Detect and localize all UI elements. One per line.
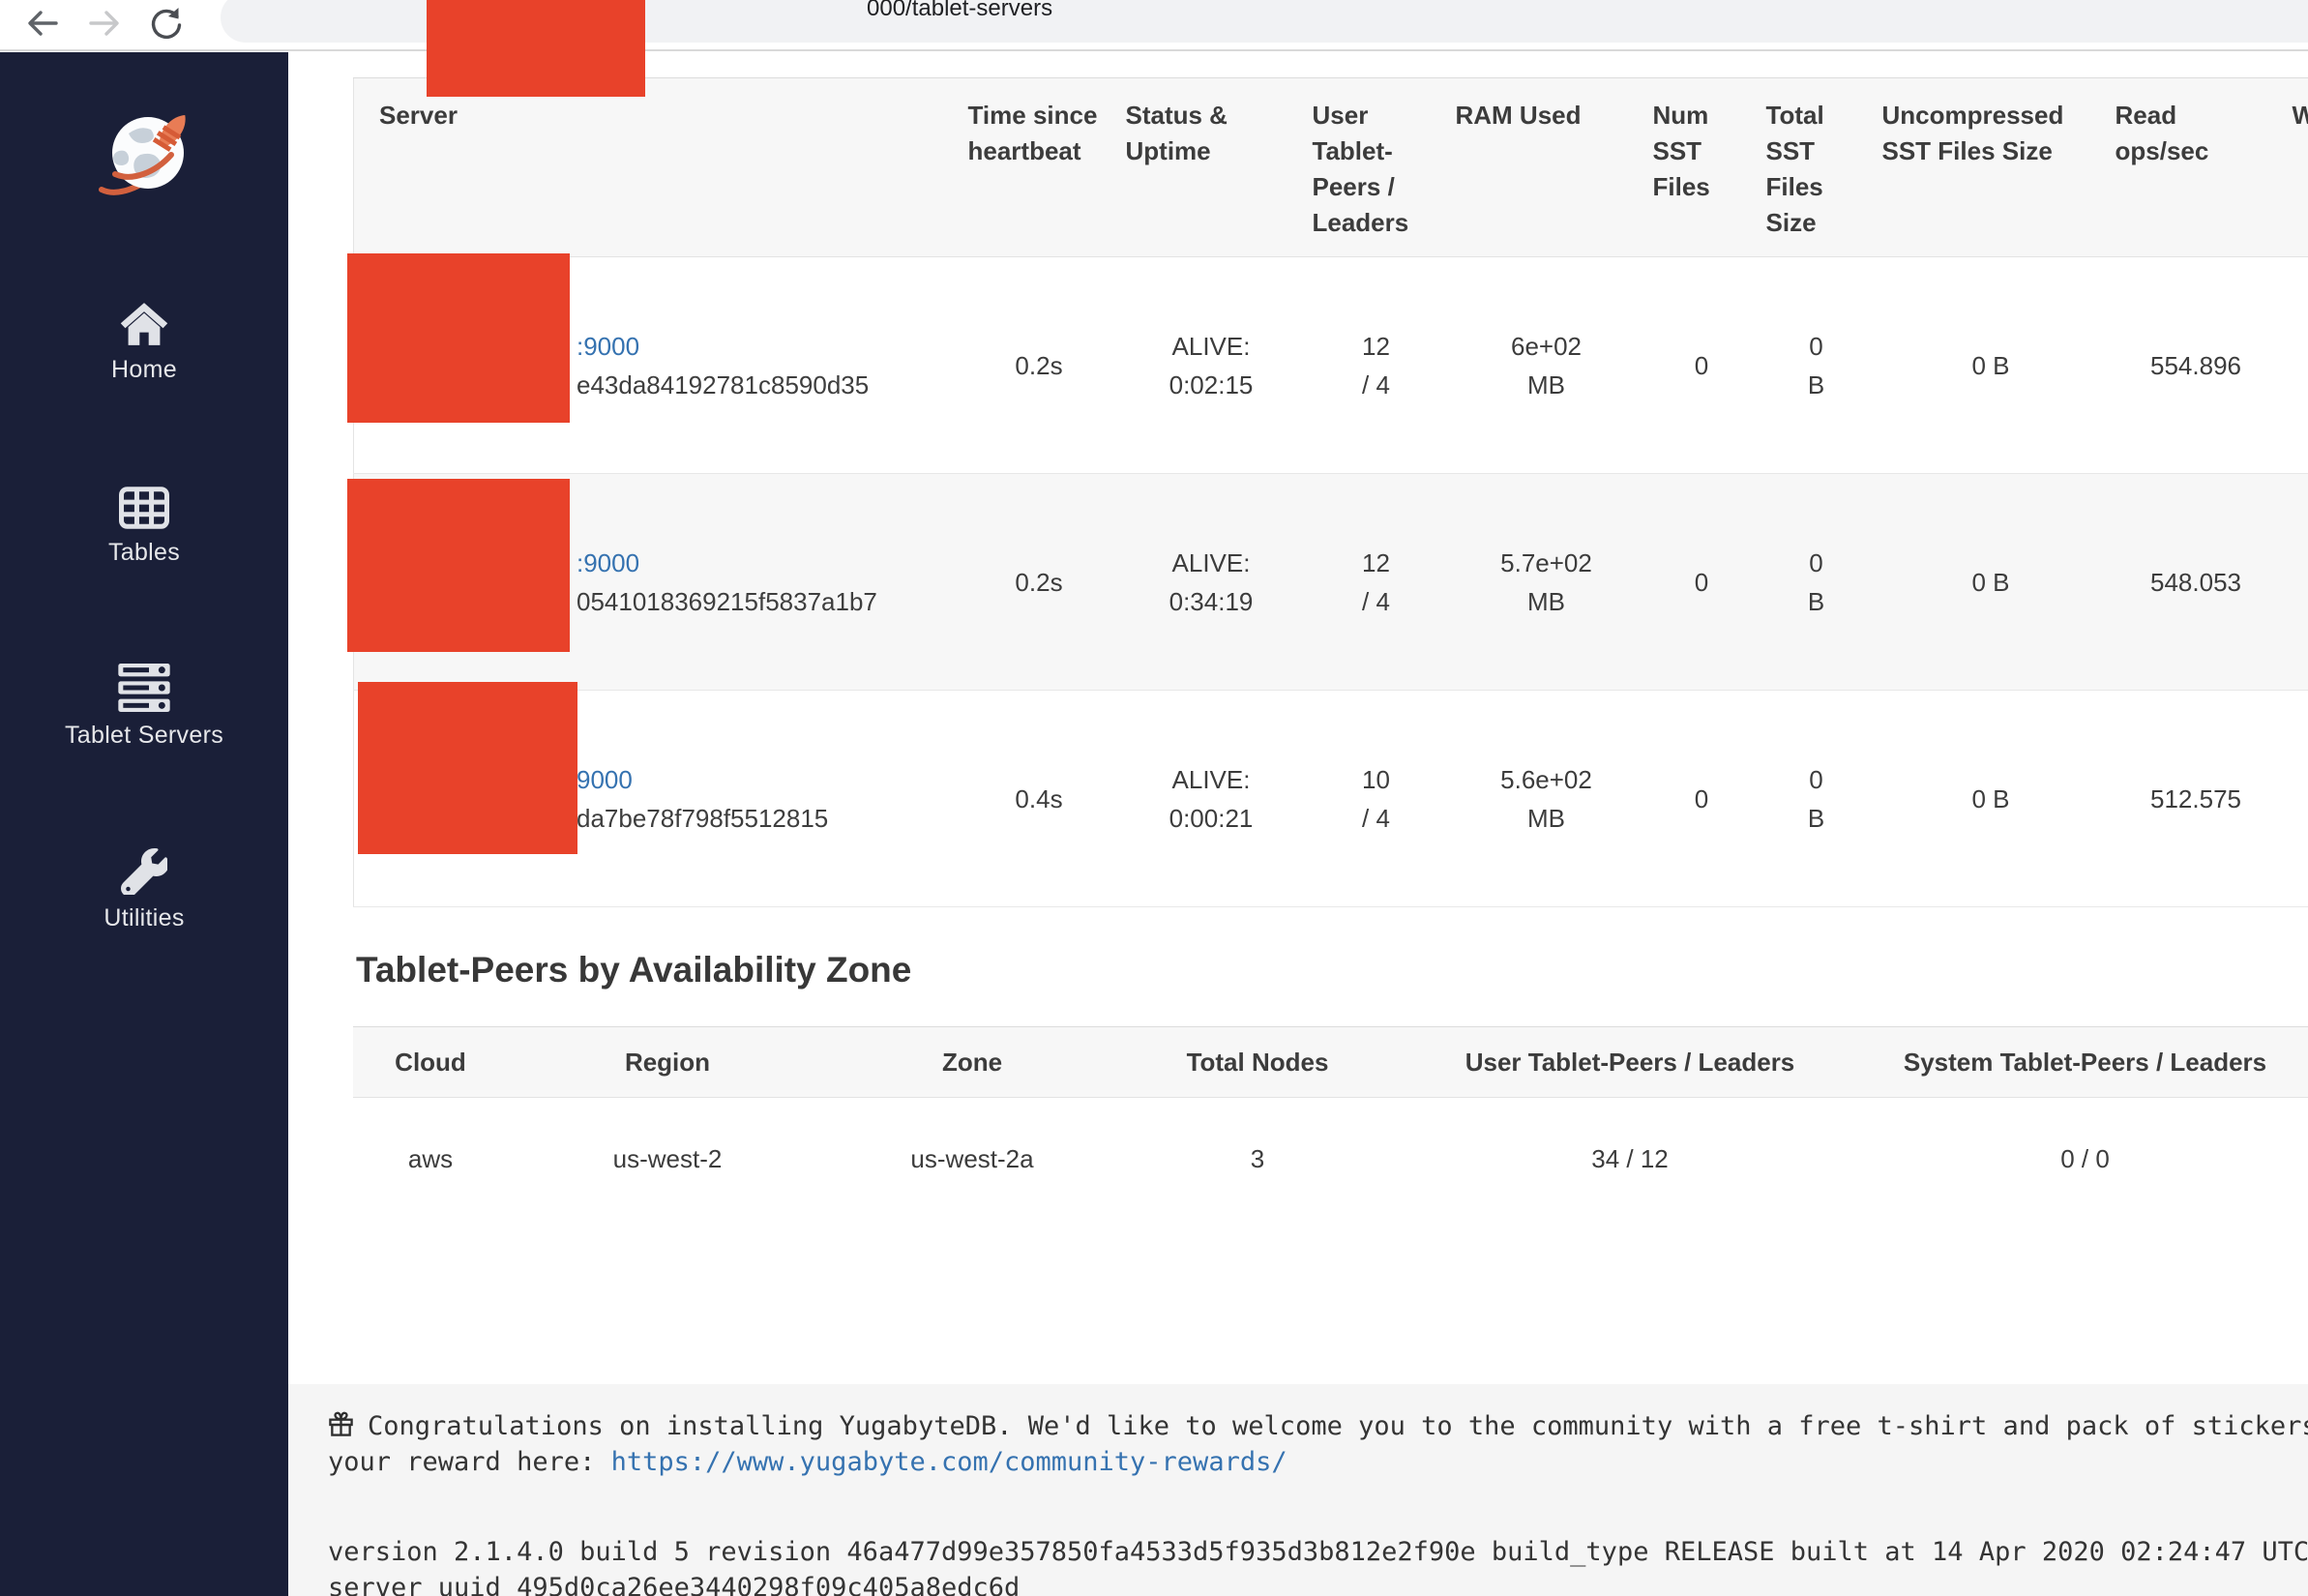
redaction-block	[347, 253, 570, 423]
congrats-line: Congratulations on installing YugabyteDB…	[328, 1408, 2308, 1444]
table-row: 9000 da7be78f798f5512815 0.4s ALIVE: 0:0…	[353, 690, 2308, 907]
cloud-cell: aws	[353, 1097, 508, 1222]
server-link[interactable]: :9000	[577, 331, 640, 361]
col-header-zone: Zone	[827, 1026, 1117, 1098]
col-header-status: Status & Uptime	[1117, 77, 1305, 257]
url-text: 000/tablet-servers	[867, 0, 1053, 21]
sidebar: Home Tables	[0, 52, 288, 1596]
heartbeat-cell: 0.2s	[960, 473, 1118, 691]
redaction-block	[358, 682, 577, 854]
reward-line: your reward here: https://www.yugabyte.c…	[328, 1447, 1287, 1477]
browser-toolbar: Not Secure 000/tablet-servers	[0, 0, 2308, 51]
col-header-user-tablet-peers: User Tablet-Peers / Leaders	[1304, 77, 1448, 257]
arrow-right-icon	[86, 5, 123, 42]
server-uuid: 0541018369215f5837a1b7	[577, 586, 877, 616]
page-footer: Congratulations on installing YugabyteDB…	[288, 1384, 2308, 1596]
region-cell: us-west-2	[508, 1097, 827, 1222]
heartbeat-cell: 0.2s	[960, 256, 1118, 474]
server-stack-icon	[118, 664, 170, 712]
server-uuid-line: server uuid 495d0ca26ee3440298f09c405a8e…	[328, 1573, 1021, 1596]
server-uuid: e43da84192781c8590d35	[577, 369, 870, 399]
home-icon	[120, 298, 168, 346]
table-header-row: Cloud Region Zone Total Nodes User Table…	[353, 1026, 2308, 1098]
write-ops-cell	[2284, 690, 2308, 907]
peers-cell: 12 / 4	[1304, 473, 1448, 691]
write-ops-cell	[2284, 256, 2308, 474]
user-tp-cell: 34 / 12	[1398, 1097, 1862, 1222]
total-sst-cell: 0 B	[1758, 256, 1875, 474]
col-header-cloud: Cloud	[353, 1026, 508, 1098]
col-header-ram: RAM Used	[1447, 77, 1645, 257]
heartbeat-cell: 0.4s	[960, 690, 1118, 907]
col-header-system-tp: System Tablet-Peers / Leaders	[1862, 1026, 2308, 1098]
sidebar-item-label: Utilities	[104, 904, 185, 931]
az-table: Cloud Region Zone Total Nodes User Table…	[353, 1026, 2308, 1222]
browser-back-button[interactable]	[21, 2, 64, 44]
ram-cell: 5.6e+02 MB	[1447, 690, 1645, 907]
system-tp-cell: 0 / 0	[1862, 1097, 2308, 1222]
browser-forward-button[interactable]	[83, 2, 126, 44]
uncompressed-sst-cell: 0 B	[1874, 690, 2108, 907]
status-cell: ALIVE: 0:00:21	[1117, 690, 1305, 907]
sidebar-item-label: Home	[111, 356, 177, 383]
num-sst-cell: 0	[1644, 256, 1759, 474]
wrench-icon	[121, 846, 167, 895]
redaction-block	[347, 479, 570, 652]
arrow-left-icon	[24, 5, 61, 42]
gift-icon	[328, 1411, 354, 1437]
total-nodes-cell: 3	[1117, 1097, 1398, 1222]
read-ops-cell: 554.896	[2107, 256, 2285, 474]
ram-cell: 5.7e+02 MB	[1447, 473, 1645, 691]
sidebar-item-label: Tablet Servers	[65, 722, 223, 749]
col-header-num-sst: Num SST Files	[1644, 77, 1759, 257]
table-row: aws us-west-2 us-west-2a 3 34 / 12 0 / 0	[353, 1097, 2308, 1222]
col-header-write-ops: Write ops/sec	[2284, 77, 2308, 257]
version-line: version 2.1.4.0 build 5 revision 46a477d…	[328, 1537, 2308, 1567]
col-header-user-tp: User Tablet-Peers / Leaders	[1398, 1026, 1862, 1098]
community-rewards-link[interactable]: https://www.yugabyte.com/community-rewar…	[610, 1447, 1287, 1477]
peers-cell: 12 / 4	[1304, 256, 1448, 474]
total-sst-cell: 0 B	[1758, 690, 1875, 907]
read-ops-cell: 512.575	[2107, 690, 2285, 907]
browser-reload-button[interactable]	[145, 2, 188, 44]
server-uuid: da7be78f798f5512815	[577, 803, 829, 833]
col-header-region: Region	[508, 1026, 827, 1098]
table-row: :9000 0541018369215f5837a1b7 0.2s ALIVE:…	[353, 473, 2308, 691]
status-cell: ALIVE: 0:02:15	[1117, 256, 1305, 474]
yugabytedb-logo-icon	[90, 101, 198, 201]
reload-icon	[148, 5, 185, 42]
peers-cell: 10 / 4	[1304, 690, 1448, 907]
num-sst-cell: 0	[1644, 473, 1759, 691]
sidebar-item-tables[interactable]: Tables	[108, 481, 180, 567]
num-sst-cell: 0	[1644, 690, 1759, 907]
redaction-block	[427, 0, 645, 97]
tables-grid-icon	[118, 481, 169, 529]
col-header-total-nodes: Total Nodes	[1117, 1026, 1398, 1098]
col-header-heartbeat: Time since heartbeat	[960, 77, 1118, 257]
server-link[interactable]: 9000	[577, 764, 633, 794]
sidebar-item-tablet-servers[interactable]: Tablet Servers	[65, 664, 223, 750]
ram-cell: 6e+02 MB	[1447, 256, 1645, 474]
col-header-read-ops: Read ops/sec	[2107, 77, 2285, 257]
status-cell: ALIVE: 0:34:19	[1117, 473, 1305, 691]
sidebar-item-label: Tables	[107, 539, 181, 566]
uncompressed-sst-cell: 0 B	[1874, 256, 2108, 474]
read-ops-cell: 548.053	[2107, 473, 2285, 691]
zone-cell: us-west-2a	[827, 1097, 1117, 1222]
col-header-total-sst: Total SST Files Size	[1758, 77, 1875, 257]
col-header-server: Server	[353, 77, 961, 257]
sidebar-item-home[interactable]: Home	[111, 298, 177, 384]
tablet-servers-table: Server Time since heartbeat Status & Upt…	[353, 77, 2308, 907]
write-ops-cell	[2284, 473, 2308, 691]
table-row: :9000 e43da84192781c8590d35 0.2s ALIVE: …	[353, 256, 2308, 474]
table-header-row: Server Time since heartbeat Status & Upt…	[353, 77, 2308, 257]
server-link[interactable]: :9000	[577, 547, 640, 577]
sidebar-item-utilities[interactable]: Utilities	[104, 846, 184, 932]
az-section-title: Tablet-Peers by Availability Zone	[356, 950, 912, 990]
uncompressed-sst-cell: 0 B	[1874, 473, 2108, 691]
col-header-uncompressed-sst: Uncompressed SST Files Size	[1874, 77, 2108, 257]
total-sst-cell: 0 B	[1758, 473, 1875, 691]
